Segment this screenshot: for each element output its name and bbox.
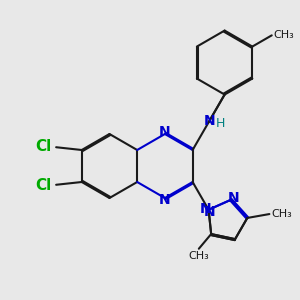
Text: N: N <box>200 202 212 216</box>
Text: H: H <box>216 117 226 130</box>
Text: CH₃: CH₃ <box>274 30 295 40</box>
Text: N: N <box>204 205 215 219</box>
Text: N: N <box>159 193 171 207</box>
Text: Cl: Cl <box>36 178 52 193</box>
Text: CH₃: CH₃ <box>272 209 292 219</box>
Text: N: N <box>228 190 239 205</box>
Text: Cl: Cl <box>36 139 52 154</box>
Text: CH₃: CH₃ <box>188 251 209 261</box>
Text: N: N <box>159 125 171 139</box>
Text: N: N <box>204 114 215 128</box>
